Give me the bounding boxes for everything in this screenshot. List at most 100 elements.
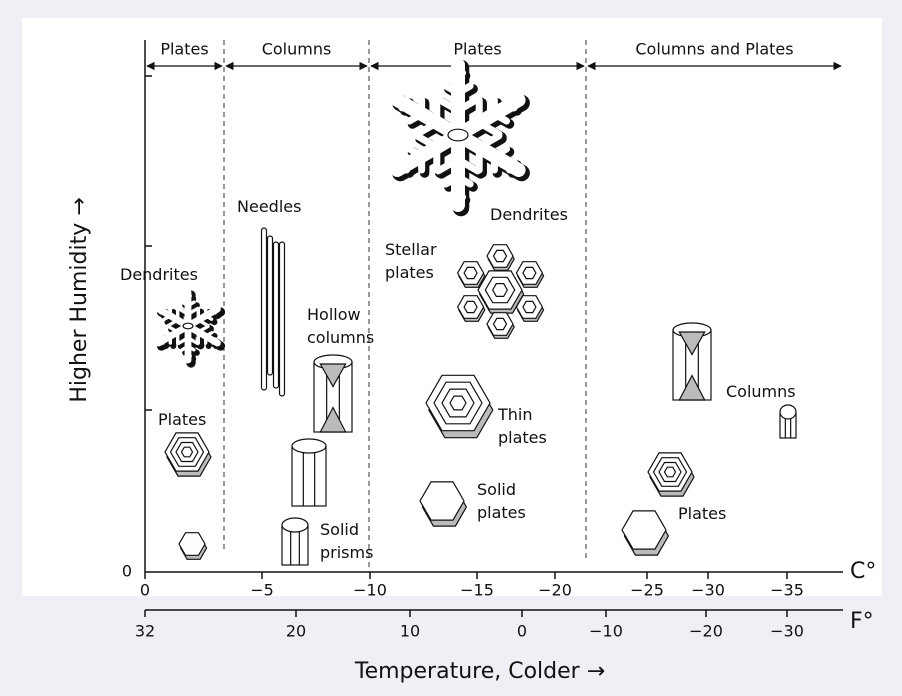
fahrenheit-tick-label: 0 bbox=[517, 622, 527, 641]
label-line: Thin bbox=[497, 405, 533, 424]
crystal-ring bbox=[492, 283, 508, 297]
celsius-tick-label: −20 bbox=[538, 581, 572, 600]
needle bbox=[272, 241, 280, 389]
fahrenheit-tick-label: −10 bbox=[589, 622, 623, 641]
label-line: Dendrites bbox=[490, 205, 568, 224]
dendrite-branch bbox=[475, 119, 503, 138]
dendrite-branch bbox=[506, 101, 518, 112]
dendrite-branch bbox=[196, 324, 210, 334]
fahrenheit-tick-label: 10 bbox=[400, 622, 420, 641]
region-label: Columns and Plates bbox=[635, 40, 793, 59]
dendrite-branch bbox=[203, 314, 214, 321]
dendrite-branch bbox=[406, 145, 426, 160]
region-label: Plates bbox=[160, 40, 208, 59]
crystal-cap bbox=[281, 517, 309, 533]
crystal-hollow bbox=[678, 331, 706, 356]
dendrite-branch bbox=[186, 306, 200, 316]
dendrite-branch bbox=[434, 95, 462, 114]
celsius-tick-label: −5 bbox=[250, 581, 274, 600]
crystal-ring bbox=[492, 249, 508, 263]
dendrite-branch bbox=[186, 294, 192, 299]
crystal-cap bbox=[779, 404, 797, 420]
crystal-label: Solid plates bbox=[477, 480, 526, 522]
crystal-plate bbox=[178, 532, 206, 556]
dendrite-core bbox=[182, 322, 194, 330]
crystal-column bbox=[291, 445, 327, 507]
dendrite-branch bbox=[184, 353, 190, 358]
celsius-tick-label: −10 bbox=[353, 581, 387, 600]
label-line: Stellar bbox=[385, 240, 437, 259]
label-line: prisms bbox=[320, 543, 373, 562]
crystal-cap bbox=[291, 438, 327, 454]
crystal-ring bbox=[663, 466, 677, 478]
region-label: Plates bbox=[453, 40, 501, 59]
crystal-label: Dendrites bbox=[120, 265, 198, 284]
dendrite-branch bbox=[186, 300, 196, 308]
celsius-tick-label: 0 bbox=[140, 581, 150, 600]
dendrite-branch bbox=[454, 69, 467, 79]
needle bbox=[278, 241, 286, 397]
crystal-ring bbox=[522, 266, 537, 280]
label-line: plates bbox=[385, 263, 434, 282]
label-line: Solid bbox=[477, 480, 516, 499]
region-label: Columns bbox=[262, 40, 332, 59]
label-line: plates bbox=[477, 503, 526, 522]
y-tick-label: 0 bbox=[122, 562, 132, 581]
dendrite-branch bbox=[176, 336, 190, 346]
crystal-hollow bbox=[678, 374, 706, 401]
dendrite-branch bbox=[454, 82, 474, 97]
x-axis-label: Temperature, Colder → bbox=[354, 659, 605, 684]
celsius-tick-label: −35 bbox=[770, 581, 804, 600]
celsius-tick-label: −30 bbox=[691, 581, 725, 600]
dendrite-branch bbox=[475, 132, 503, 151]
dendrite-branch bbox=[449, 191, 462, 201]
label-line: Plates bbox=[678, 504, 726, 523]
fahrenheit-tick-label: −30 bbox=[770, 622, 804, 641]
needle bbox=[260, 227, 268, 391]
dendrite-branch bbox=[162, 331, 173, 338]
crystal-ring bbox=[522, 300, 537, 314]
label-line: Plates bbox=[158, 410, 206, 429]
fahrenheit-tick-label: 32 bbox=[135, 622, 155, 641]
celsius-unit: C° bbox=[850, 559, 876, 584]
crystal-ring bbox=[463, 300, 478, 314]
dendrite-branch bbox=[166, 324, 180, 334]
crystal-label: Thin plates bbox=[497, 405, 547, 447]
dendrite-branch bbox=[490, 110, 510, 125]
dendrite-branch bbox=[213, 311, 222, 319]
fahrenheit-unit: F° bbox=[850, 609, 874, 634]
dendrite-branch bbox=[434, 156, 462, 175]
celsius-tick-label: −15 bbox=[460, 581, 494, 600]
dendrite-core bbox=[447, 128, 469, 142]
dendrite-branch bbox=[413, 119, 441, 138]
y-axis-label: Higher Humidity → bbox=[67, 197, 92, 402]
dendrite-branch bbox=[188, 302, 200, 312]
crystal-ring bbox=[180, 446, 194, 458]
crystal-plate bbox=[419, 481, 465, 521]
crystal-ring bbox=[449, 395, 467, 411]
crystal-label: Plates bbox=[158, 410, 206, 429]
dendrite-branch bbox=[398, 158, 410, 169]
celsius-tick-label: −25 bbox=[630, 581, 664, 600]
dendrite-branch bbox=[186, 336, 200, 346]
fahrenheit-tick-label: −20 bbox=[689, 622, 723, 641]
crystal-hollow bbox=[319, 363, 347, 388]
dendrite-branch bbox=[180, 344, 190, 352]
dendrite-branch bbox=[159, 337, 165, 343]
dendrite-branch bbox=[454, 156, 482, 175]
dendrite-branch bbox=[176, 306, 190, 316]
dendrite-branch bbox=[196, 318, 210, 328]
crystal-label: Solid prisms bbox=[320, 520, 373, 562]
label-line: columns bbox=[307, 328, 374, 347]
crystal-label: Dendrites bbox=[490, 205, 568, 224]
crystal-label: Columns bbox=[726, 382, 796, 401]
label-line: Columns bbox=[726, 382, 796, 401]
dendrite-branch bbox=[166, 318, 180, 328]
dendrite-branch bbox=[413, 132, 441, 151]
crystal-hollow bbox=[319, 406, 347, 433]
crystal-ring bbox=[463, 266, 478, 280]
dendrite-branch bbox=[442, 173, 462, 188]
label-line: Needles bbox=[237, 197, 301, 216]
fahrenheit-tick-label: 20 bbox=[286, 622, 306, 641]
